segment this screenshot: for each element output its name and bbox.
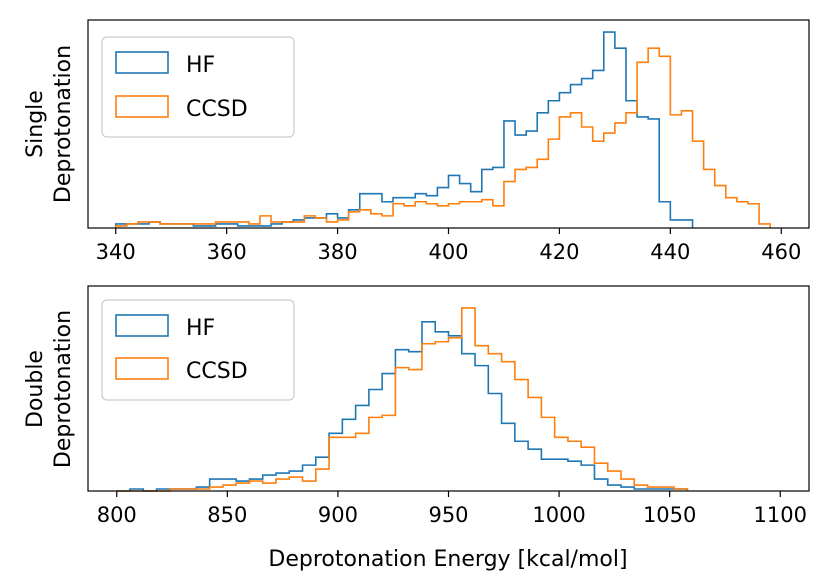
legend-swatch-ccsd [115,95,169,118]
legend-swatch-hf [115,314,169,337]
x-ticks: 800 850 900 950 1000 1050 1100 [97,491,807,527]
legend-label-hf: HF [186,53,215,78]
legend-label-ccsd: CCSD [186,97,248,122]
x-tick-label: 800 [97,503,137,527]
series-lines [114,31,771,228]
legend-frame [101,36,295,138]
y-axis-label-line1: Double [23,350,48,428]
x-tick-label: 1100 [754,503,807,527]
x-axis-label: Deprotonation Energy [kcal/mol] [268,547,627,572]
legend: HF CCSD [101,36,295,138]
x-ticks: 340 360 380 400 420 440 460 [96,228,801,264]
series-ccsd-step-line [114,47,771,228]
legend-label-hf: HF [186,316,215,341]
legend-label-ccsd: CCSD [186,359,248,384]
x-tick-label: 950 [428,503,468,527]
x-tick-label: 360 [207,240,247,264]
series-hf-step-line [116,321,689,492]
x-tick-label: 380 [318,240,358,264]
x-tick-label: 900 [318,503,358,527]
legend-swatch-ccsd [115,357,169,380]
panel-double-deprotonation: 800 850 900 950 1000 1050 1100 Double Deproton… [23,285,810,572]
x-tick-label: 850 [207,503,247,527]
x-tick-label: 1000 [532,503,585,527]
legend-frame [101,299,295,401]
y-axis-label-line1: Single [23,90,48,158]
x-tick-label: 1050 [643,503,696,527]
legend: HF CCSD [101,299,295,401]
legend-swatch-hf [115,51,169,74]
x-tick-label: 460 [761,240,801,264]
x-tick-label: 340 [96,240,136,264]
series-lines [116,307,689,492]
x-tick-label: 400 [428,240,468,264]
series-hf-step-line [114,31,694,228]
y-axis-label-line2: Deprotonation [51,310,76,468]
panel-single-deprotonation: 340 360 380 400 420 440 460 Single Deprotonati… [23,19,810,264]
x-tick-label: 420 [539,240,579,264]
y-axis-label-line2: Deprotonation [51,45,76,203]
x-tick-label: 440 [650,240,690,264]
series-ccsd-step-line [116,307,689,492]
